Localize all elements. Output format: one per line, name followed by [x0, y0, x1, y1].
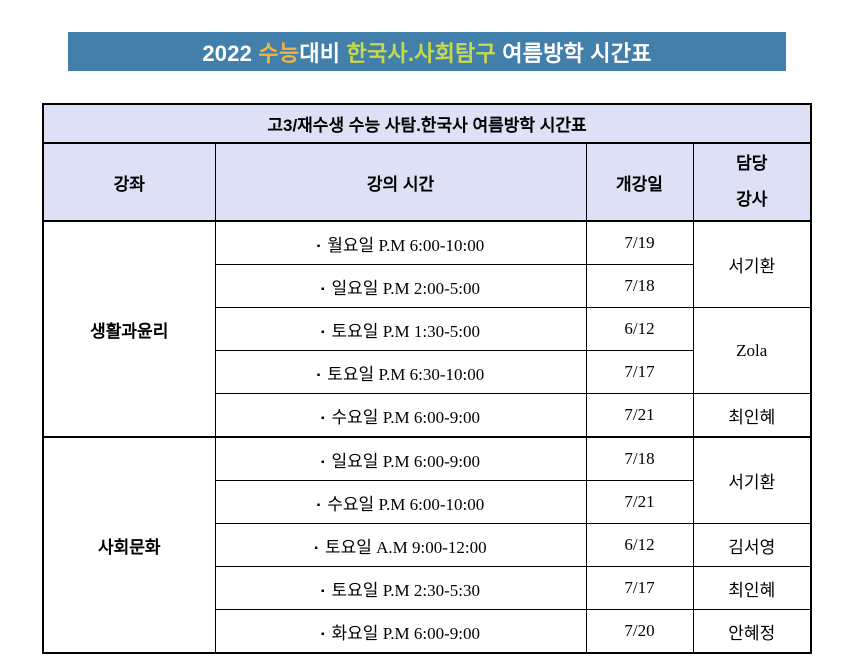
col-header-time: 강의 시간: [214, 142, 587, 222]
timetable: 고3/재수생 수능 사탐.한국사 여름방학 시간표 강좌 강의 시간 개강일 담…: [42, 103, 813, 654]
time-cell: ▪ 토요일 P.M 2:30-5:30: [214, 566, 587, 610]
course-cell-group2: 사회문화: [42, 436, 216, 654]
banner-segment-summer: 여름방학 시간표: [495, 40, 652, 66]
time-cell: ▪ 일요일 P.M 6:00-9:00: [214, 436, 587, 481]
start-date-cell: 7/21: [585, 393, 694, 438]
col-header-start-date: 개강일: [585, 142, 694, 222]
table-row: ▪ 토요일 P.M 1:30-5:00 6/12 Zola: [43, 307, 812, 394]
banner-segment-daebi: 대비: [299, 40, 347, 66]
time-text: 수요일 P.M 6:00-9:00: [331, 407, 480, 427]
instructor-cell: 최인혜: [692, 566, 812, 610]
start-date-cell: 6/12: [585, 523, 694, 567]
square-bullet-icon: ▪: [316, 369, 321, 381]
time-cell: ▪ 화요일 P.M 6:00-9:00: [214, 609, 587, 654]
col-header-course: 강좌: [42, 142, 216, 222]
table-row: ▪ 화요일 P.M 6:00-9:00 7/20 안혜정: [43, 609, 812, 654]
time-text: 토요일 P.M 1:30-5:00: [331, 321, 480, 341]
title-banner: 2022 수능대비 한국사.사회탐구 여름방학 시간표: [68, 32, 786, 71]
time-cell: ▪ 토요일 P.M 6:30-10:00: [214, 350, 587, 394]
square-bullet-icon: ▪: [320, 628, 325, 640]
start-date-cell: 7/17: [585, 350, 694, 394]
col-header-instructor-line2: 강사: [736, 190, 768, 209]
time-text: 수요일 P.M 6:00-10:00: [327, 494, 485, 514]
table-title-row: 고3/재수생 수능 사탐.한국사 여름방학 시간표: [42, 103, 812, 144]
table-row: ▪ 수요일 P.M 6:00-10:00 7/21: [43, 480, 811, 524]
start-date-cell: 7/17: [585, 566, 694, 610]
time-text: 화요일 P.M 6:00-9:00: [331, 623, 480, 643]
col-header-instructor-line1: 담당: [736, 154, 768, 173]
course-cell-group1: 생활과윤리: [42, 220, 216, 438]
square-bullet-icon: ▪: [320, 412, 325, 424]
banner-title: 2022 수능대비 한국사.사회탐구 여름방학 시간표: [202, 36, 651, 68]
time-text: 일요일 P.M 2:00-5:00: [331, 278, 480, 298]
time-cell: ▪ 토요일 P.M 1:30-5:00: [214, 307, 587, 351]
square-bullet-icon: ▪: [320, 326, 325, 338]
time-cell: ▪ 수요일 P.M 6:00-10:00: [214, 480, 587, 524]
start-date-cell: 7/18: [585, 436, 694, 481]
time-cell: ▪ 토요일 A.M 9:00-12:00: [214, 523, 587, 567]
time-text: 월요일 P.M 6:00-10:00: [327, 235, 485, 255]
time-cell: ▪ 일요일 P.M 2:00-5:00: [214, 264, 587, 308]
square-bullet-icon: ▪: [320, 585, 325, 597]
square-bullet-icon: ▪: [314, 542, 318, 554]
start-date-cell: 7/18: [585, 264, 694, 308]
time-text: 토요일 P.M 6:30-10:00: [327, 364, 485, 384]
time-cell: ▪ 월요일 P.M 6:00-10:00: [214, 220, 587, 265]
start-date-cell: 7/20: [585, 609, 694, 654]
instructor-cell: 최인혜: [692, 393, 812, 438]
time-text: 토요일 P.M 2:30-5:30: [331, 580, 480, 600]
start-date-cell: 7/19: [585, 220, 694, 265]
instructor-cell: Zola: [692, 307, 812, 394]
banner-segment-suneung: 수능: [258, 40, 300, 66]
start-date-cell: 7/21: [585, 480, 694, 524]
table-row: ▪ 토요일 P.M 6:30-10:00 7/17: [43, 350, 811, 394]
banner-segment-year: 2022: [202, 40, 259, 66]
time-text: 일요일 P.M 6:00-9:00: [331, 451, 480, 471]
table-row: 사회문화 ▪ 일요일 P.M 6:00-9:00 7/18 서기환: [42, 436, 812, 654]
start-date-cell: 6/12: [585, 307, 694, 351]
square-bullet-icon: ▪: [316, 240, 321, 252]
square-bullet-icon: ▪: [320, 283, 325, 295]
time-cell: ▪ 수요일 P.M 6:00-9:00: [214, 393, 587, 438]
table-row: ▪ 토요일 P.M 2:30-5:30 7/17 최인혜: [43, 566, 812, 610]
time-text: 토요일 A.M 9:00-12:00: [324, 537, 487, 557]
square-bullet-icon: ▪: [316, 499, 321, 511]
square-bullet-icon: ▪: [320, 456, 325, 468]
column-header-row: 강좌 강의 시간 개강일 담당 강사: [42, 142, 812, 222]
instructor-cell: 서기환: [692, 436, 812, 524]
table-row: 생활과윤리 ▪ 월요일 P.M 6:00-10:00 7/19 서기환: [42, 220, 812, 438]
col-header-instructor: 담당 강사: [692, 142, 812, 222]
table-title: 고3/재수생 수능 사탐.한국사 여름방학 시간표: [42, 103, 812, 144]
instructor-cell: 안혜정: [692, 609, 812, 654]
table-row: ▪ 일요일 P.M 2:00-5:00 7/18: [43, 264, 811, 308]
table-row: ▪ 수요일 P.M 6:00-9:00 7/21 최인혜: [43, 393, 812, 438]
banner-segment-subjects: 한국사.사회탐구: [346, 40, 496, 66]
instructor-cell: 서기환: [692, 220, 812, 308]
instructor-cell: 김서영: [692, 523, 812, 567]
